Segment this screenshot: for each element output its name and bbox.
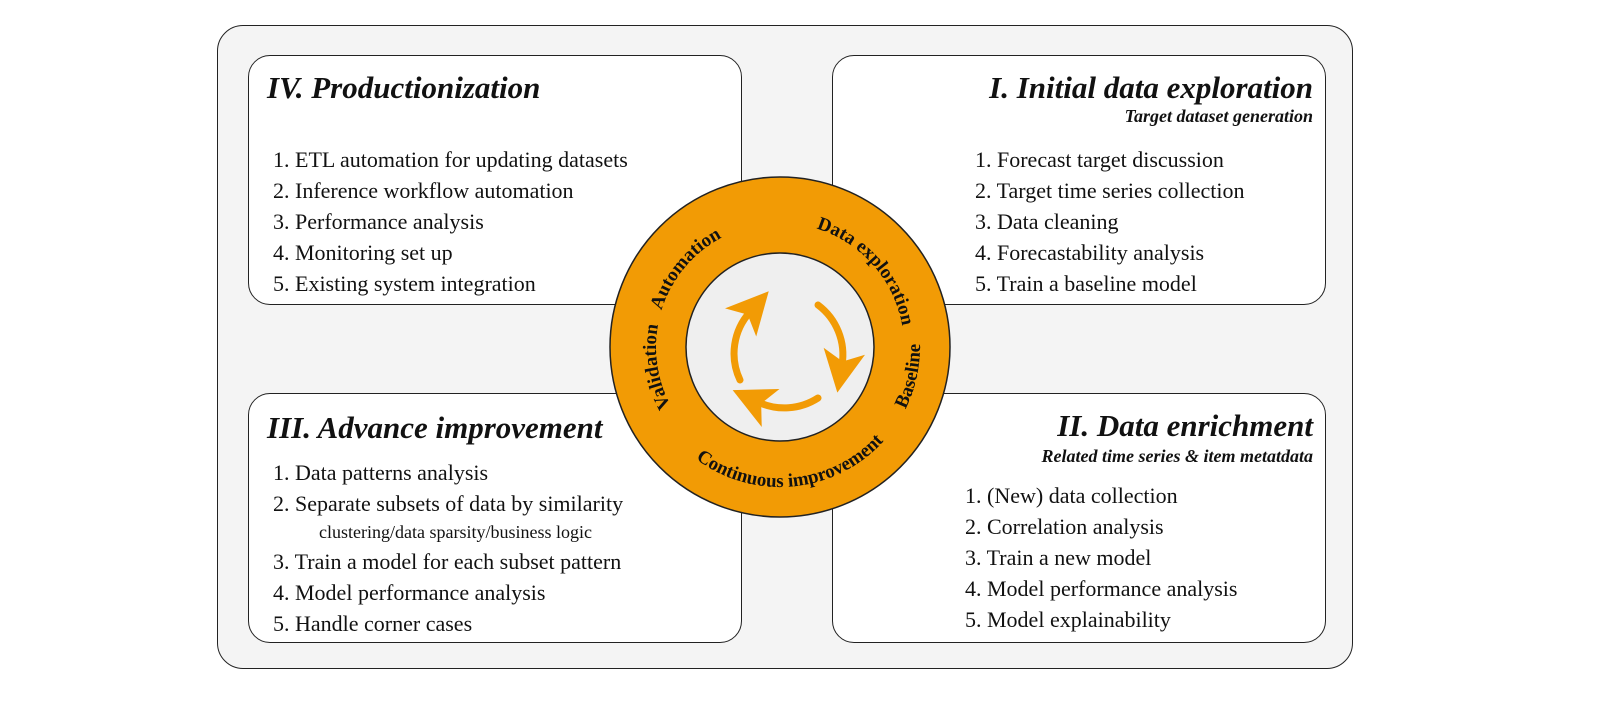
item-list: 1. (New) data collection 2. Correlation … bbox=[965, 480, 1237, 635]
list-item: 3. Train a model for each subset pattern bbox=[273, 549, 622, 574]
item-list: 1. Data patterns analysis 2. Separate su… bbox=[273, 457, 623, 639]
quadrant-subtitle: Related time series & item metatdata bbox=[1041, 446, 1313, 466]
list-item: 1. (New) data collection bbox=[965, 483, 1178, 508]
list-item: 2. Target time series collection bbox=[975, 178, 1245, 203]
list-item: 5. Train a baseline model bbox=[975, 271, 1197, 296]
list-item: 5. Existing system integration bbox=[273, 271, 536, 296]
list-item-note: clustering/data sparsity/business logic bbox=[319, 522, 592, 542]
list-item: 4. Model performance analysis bbox=[965, 576, 1238, 601]
list-item: 3. Performance analysis bbox=[273, 209, 484, 234]
quadrant-title: IV. Productionization bbox=[267, 70, 541, 105]
arrow-icon bbox=[814, 301, 866, 393]
quadrant-productionization: IV. Productionization 1. ETL automation … bbox=[248, 55, 742, 305]
quadrant-title: I. Initial data exploration bbox=[989, 70, 1313, 105]
arrow-icon bbox=[725, 291, 769, 384]
quadrant-title: III. Advance improvement bbox=[267, 410, 603, 445]
list-item: 2. Inference workflow automation bbox=[273, 178, 574, 203]
item-list: 1. ETL automation for updating datasets … bbox=[273, 144, 628, 299]
quadrant-subtitle: Target dataset generation bbox=[1124, 106, 1313, 126]
list-item: 1. Data patterns analysis bbox=[273, 460, 489, 485]
list-item: 4. Forecastability analysis bbox=[975, 240, 1205, 265]
list-item: 5. Handle corner cases bbox=[273, 611, 473, 636]
arrow-icon bbox=[732, 388, 822, 427]
list-item: 3. Train a new model bbox=[965, 545, 1152, 570]
list-item: 4. Model performance analysis bbox=[273, 580, 546, 605]
list-item: 2. Correlation analysis bbox=[965, 514, 1164, 539]
list-item: 5. Model explainability bbox=[965, 607, 1171, 632]
cycle-arrows-icon bbox=[725, 291, 866, 427]
list-item: 1. ETL automation for updating datasets bbox=[273, 147, 628, 172]
list-item: 4. Monitoring set up bbox=[273, 240, 453, 265]
list-item: 2. Separate subsets of data by similarit… bbox=[273, 491, 624, 516]
list-item: 3. Data cleaning bbox=[975, 209, 1119, 234]
quadrant-advance-improvement: III. Advance improvement 1. Data pattern… bbox=[248, 393, 742, 643]
item-list: 1. Forecast target discussion 2. Target … bbox=[975, 144, 1245, 299]
quadrant-title: II. Data enrichment bbox=[1057, 408, 1313, 443]
list-item: 1. Forecast target discussion bbox=[975, 147, 1224, 172]
